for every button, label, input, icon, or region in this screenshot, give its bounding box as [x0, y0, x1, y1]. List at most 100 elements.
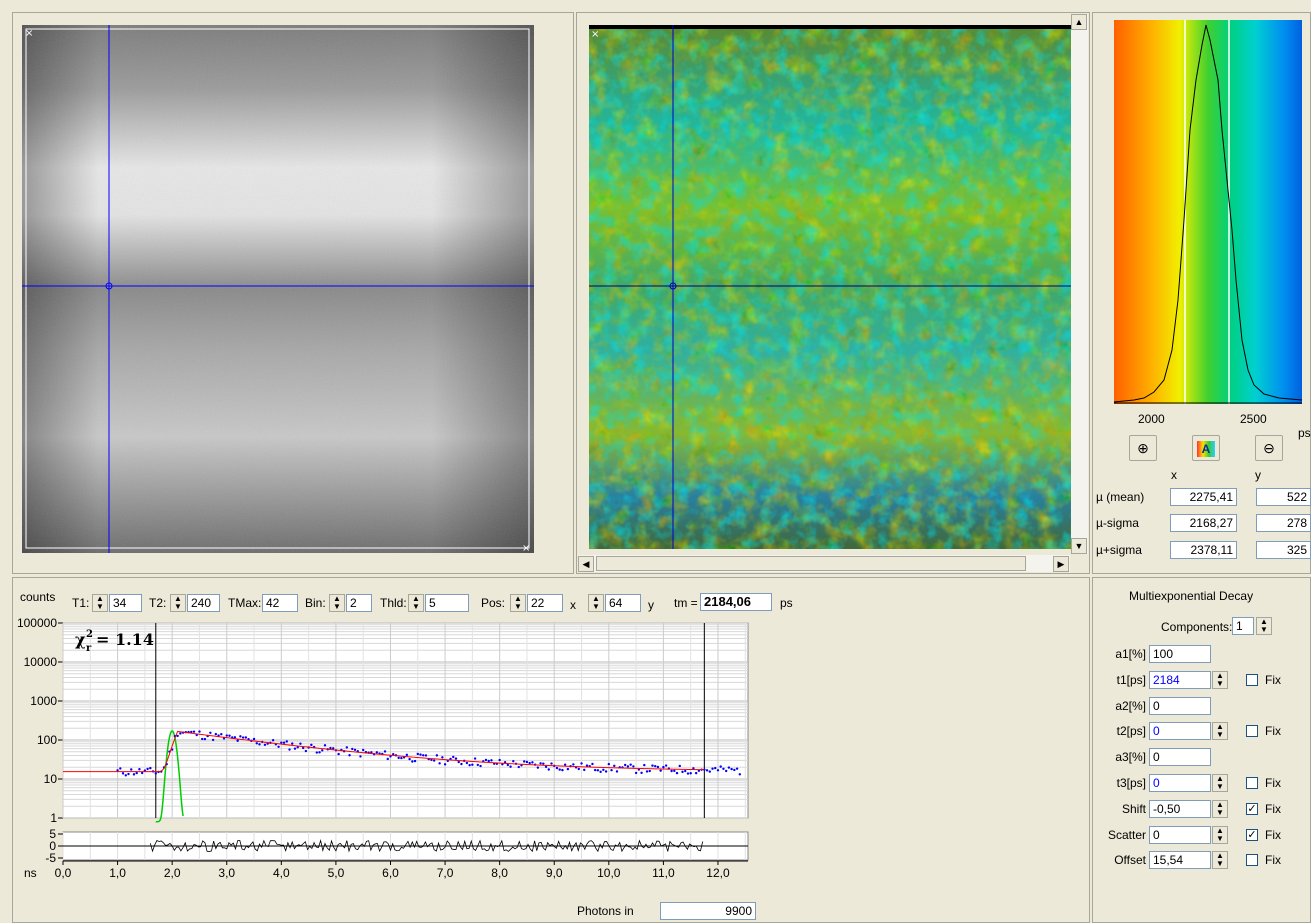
- scroll-up-button[interactable]: ▲: [1071, 14, 1087, 30]
- pos-x-input[interactable]: 22: [527, 594, 563, 612]
- data-point: [656, 765, 660, 769]
- fit-label-3: t2[ps]: [1116, 724, 1146, 739]
- fit-spinner-1[interactable]: ▲ ▼: [1212, 670, 1228, 689]
- data-point: [192, 730, 196, 733]
- data-point: [681, 770, 684, 774]
- x-tick-label: 1,0: [109, 866, 126, 880]
- data-point: [138, 767, 141, 771]
- t2-input[interactable]: 240: [187, 594, 220, 612]
- fit-spinner-8[interactable]: ▲ ▼: [1212, 851, 1228, 870]
- components-spinner[interactable]: ▲ ▼: [1256, 617, 1272, 635]
- data-point: [220, 733, 223, 736]
- components-label: Components:: [1161, 620, 1233, 634]
- bin-input[interactable]: 2: [346, 594, 372, 612]
- fit-value-2[interactable]: 0: [1149, 696, 1211, 715]
- data-point: [703, 768, 706, 771]
- thld-input[interactable]: 5: [425, 594, 469, 612]
- fix-checkbox-1[interactable]: [1246, 673, 1258, 686]
- fit-value-6[interactable]: -0,50: [1149, 799, 1211, 818]
- data-point: [531, 761, 534, 764]
- lifetime-histogram[interactable]: [1114, 20, 1302, 404]
- intensity-image[interactable]: × ×: [22, 25, 534, 553]
- data-point: [599, 770, 602, 774]
- data-point: [561, 768, 564, 772]
- fit-value-4[interactable]: 0: [1149, 748, 1211, 767]
- stat-minus-sigma-x: 2168,27: [1170, 514, 1237, 532]
- bin-label: Bin:: [305, 596, 326, 610]
- pos-x-spinner[interactable]: ▲ ▼: [510, 594, 526, 612]
- scroll-right-button[interactable]: ▶: [1053, 556, 1069, 572]
- data-point: [233, 736, 237, 739]
- counts-label: counts: [20, 590, 56, 604]
- lifetime-image[interactable]: ×: [589, 25, 1071, 549]
- scroll-down-button[interactable]: ▼: [1071, 538, 1087, 554]
- photons-label: Photons in: [577, 904, 634, 918]
- decay-chart[interactable]: 100000 10000 1000 100 10 1 χ r 2 = 1.14 50-50,0 1,0…: [0, 610, 760, 880]
- t2-spinner[interactable]: ▲ ▼: [170, 594, 186, 612]
- fix-label-1: Fix: [1265, 672, 1281, 687]
- data-point: [389, 755, 392, 758]
- svg-text:×: ×: [522, 543, 530, 553]
- histogram-curve: [1114, 24, 1302, 403]
- zoom-out-button[interactable]: ⊖: [1255, 435, 1283, 461]
- zoom-out-icon: ⊖: [1263, 440, 1275, 456]
- bin-spinner[interactable]: ▲ ▼: [329, 594, 345, 612]
- fit-value-0[interactable]: 100: [1149, 645, 1211, 663]
- data-point: [692, 767, 695, 770]
- fix-checkbox-8[interactable]: [1246, 854, 1258, 867]
- data-point: [430, 758, 433, 762]
- fit-value-1[interactable]: 2184: [1149, 670, 1211, 689]
- fit-spinner-6[interactable]: ▲ ▼: [1212, 799, 1228, 818]
- x-tick-label: 4,0: [273, 866, 290, 880]
- fix-checkbox-7[interactable]: ✓: [1246, 828, 1258, 841]
- color-palette-icon: A: [1197, 441, 1215, 457]
- fit-value-3[interactable]: 0: [1149, 722, 1211, 741]
- data-point: [629, 763, 632, 766]
- t1-label: T1:: [72, 596, 90, 610]
- tmax-input[interactable]: 42: [262, 594, 298, 612]
- fit-spinner-3[interactable]: ▲ ▼: [1212, 722, 1228, 741]
- components-input[interactable]: 1: [1232, 617, 1254, 635]
- t1-input[interactable]: 34: [109, 594, 142, 612]
- fix-checkbox-6[interactable]: ✓: [1246, 802, 1258, 815]
- vertical-scrollbar[interactable]: [1071, 14, 1088, 554]
- scroll-left-button[interactable]: ◀: [578, 556, 594, 572]
- fit-spinner-5[interactable]: ▲ ▼: [1212, 774, 1228, 792]
- data-point: [509, 765, 512, 768]
- pos-y-input[interactable]: 64: [605, 594, 641, 612]
- data-point: [214, 732, 218, 736]
- pos-label: Pos:: [481, 596, 506, 610]
- data-point: [694, 771, 698, 775]
- fit-value-5[interactable]: 0: [1149, 774, 1211, 792]
- fix-checkbox-3[interactable]: [1246, 725, 1258, 738]
- data-point: [263, 743, 267, 746]
- color-palette-button[interactable]: A: [1192, 435, 1220, 461]
- fit-spinner-7[interactable]: ▲ ▼: [1212, 825, 1228, 844]
- data-point: [714, 766, 717, 770]
- data-point: [280, 741, 283, 744]
- fix-checkbox-5[interactable]: [1246, 777, 1258, 789]
- horizontal-scroll-thumb[interactable]: [596, 556, 1026, 571]
- y-tick-label: 1: [50, 811, 57, 825]
- data-point: [503, 760, 507, 764]
- data-point: [127, 772, 130, 776]
- data-point: [353, 748, 357, 752]
- pos-y-spinner[interactable]: ▲ ▼: [588, 594, 604, 612]
- data-point: [375, 751, 379, 754]
- data-point: [593, 768, 597, 772]
- fit-value-7[interactable]: 0: [1149, 825, 1211, 844]
- data-point: [321, 749, 324, 752]
- data-point: [563, 763, 567, 766]
- data-point: [651, 764, 654, 767]
- stat-plus-sigma-x: 2378,11: [1170, 541, 1237, 559]
- data-point: [154, 772, 157, 775]
- data-point: [244, 736, 248, 739]
- t1-spinner[interactable]: ▲ ▼: [92, 594, 108, 612]
- fit-value-8[interactable]: 15,54: [1149, 851, 1211, 870]
- thld-spinner[interactable]: ▲ ▼: [408, 594, 424, 612]
- data-point: [331, 747, 335, 750]
- zoom-in-button[interactable]: ⊕: [1129, 435, 1157, 461]
- y-tick-label: 10: [44, 772, 58, 786]
- data-point: [536, 766, 540, 769]
- data-point: [512, 760, 515, 763]
